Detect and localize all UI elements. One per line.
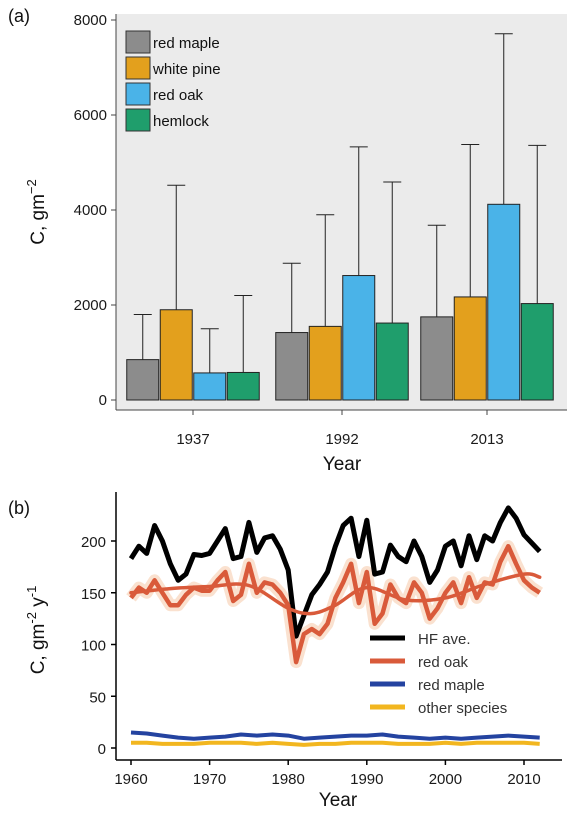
panel-a-error-bars — [133, 33, 547, 373]
panel-b-y-ticks: 0 50 100 150 200 — [81, 534, 116, 758]
bar-hemlock-2013 — [520, 303, 554, 401]
legend-label-red-oak: red oak — [153, 87, 204, 104]
line-red-oak — [129, 543, 541, 665]
panel-a-x-ticks: 1937 1992 2013 — [176, 410, 504, 448]
panel-label-b: (b) — [8, 498, 30, 518]
b-ytick-label-50: 50 — [89, 689, 106, 706]
panel-b-lines — [126, 505, 544, 747]
b-xtick-label-1970: 1970 — [193, 771, 226, 788]
b-xtick-label-1960: 1960 — [114, 771, 147, 788]
legend-label-other-species: other species — [418, 700, 507, 717]
panel-b-y-axis-title-sup1: -2 — [24, 612, 39, 624]
panel-a-legend: red maple white pine red oak hemlock — [125, 30, 221, 132]
legend-swatch-white-pine — [125, 56, 151, 80]
line-red-maple — [130, 730, 540, 741]
b-xtick-label-1980: 1980 — [272, 771, 305, 788]
bar-red-maple-1992 — [275, 332, 309, 401]
bar-white-pine-1992 — [308, 325, 342, 401]
legend-label-red-oak-b: red oak — [418, 654, 469, 671]
legend-swatch-red-maple — [125, 30, 151, 54]
a-xtick-label-2013: 2013 — [470, 431, 503, 448]
bar-red-maple-2013 — [420, 316, 454, 401]
a-xtick-label-1992: 1992 — [325, 431, 358, 448]
panel-a-y-axis-title-sup: −2 — [24, 179, 39, 194]
b-ytick-label-100: 100 — [81, 638, 106, 655]
b-ytick-label-200: 200 — [81, 534, 106, 551]
a-ytick-label-8000: 8000 — [74, 12, 107, 29]
panel-a-x-axis-title: Year — [323, 454, 362, 475]
b-xtick-label-2000: 2000 — [429, 771, 462, 788]
bar-red-oak-1937 — [193, 372, 227, 401]
panel-b-legend: HF ave. red oak red maple other species — [370, 631, 507, 717]
bar-red-maple-1937 — [126, 359, 160, 401]
panel-b-x-ticks: 1960 1970 1980 1990 2000 2010 — [114, 760, 541, 788]
line-red-oak-smooth — [129, 572, 542, 616]
legend-label-red-maple: red maple — [153, 35, 220, 52]
panel-label-a: (a) — [8, 6, 30, 26]
a-xtick-label-1937: 1937 — [176, 431, 209, 448]
b-ytick-label-150: 150 — [81, 586, 106, 603]
panel-a-y-axis-title-main: C, gm — [28, 194, 49, 245]
panel-b-x-axis-title: Year — [319, 790, 358, 811]
panel-a-y-axis-title: C, gm−2 — [24, 179, 49, 245]
b-xtick-label-1990: 1990 — [350, 771, 383, 788]
legend-label-hemlock: hemlock — [153, 113, 209, 130]
bar-hemlock-1992 — [375, 322, 409, 401]
a-ytick-label-2000: 2000 — [74, 297, 107, 314]
panel-b-y-axis-title-sup2: -1 — [24, 586, 39, 598]
panel-b-y-axis-title-main: C, gm — [28, 624, 49, 675]
panel-b-y-axis-title: C, gm-2 y-1 — [24, 586, 49, 675]
line-hf-ave — [128, 505, 542, 639]
legend-label-white-pine: white pine — [152, 61, 221, 78]
legend-label-hf-ave: HF ave. — [418, 631, 471, 648]
legend-label-red-maple-b: red maple — [418, 677, 485, 694]
panel-a-y-ticks: 0 2000 4000 6000 8000 — [74, 12, 116, 409]
bar-white-pine-1937 — [159, 309, 193, 401]
legend-swatch-red-oak — [125, 82, 151, 106]
line-other-species — [131, 740, 540, 747]
panel-b-y-axis-title-mid: y — [28, 597, 49, 612]
bar-red-oak-2013 — [487, 203, 521, 401]
bar-red-oak-1992 — [342, 275, 376, 401]
a-ytick-label-4000: 4000 — [74, 202, 107, 219]
legend-swatch-hemlock — [125, 108, 151, 132]
bar-white-pine-2013 — [453, 296, 487, 401]
b-ytick-label-0: 0 — [98, 741, 106, 758]
a-ytick-label-6000: 6000 — [74, 107, 107, 124]
b-xtick-label-2010: 2010 — [507, 771, 540, 788]
bar-hemlock-1937 — [226, 371, 260, 401]
a-ytick-label-0: 0 — [99, 392, 107, 409]
